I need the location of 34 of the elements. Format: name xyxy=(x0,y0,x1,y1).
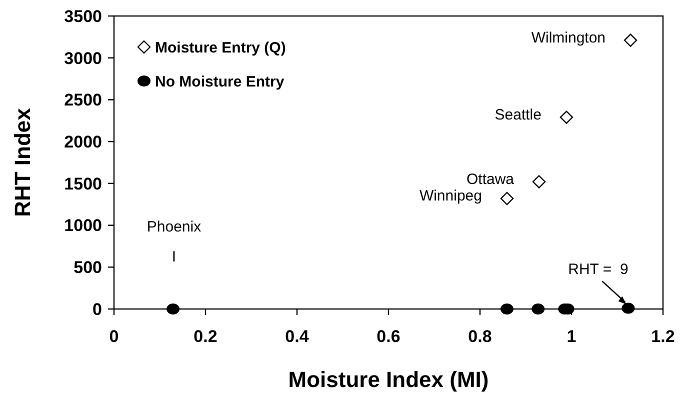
point xyxy=(560,110,574,124)
annotation: Ottawa xyxy=(466,171,515,188)
point xyxy=(166,304,180,314)
point xyxy=(500,192,514,206)
x-tick-label: 0.8 xyxy=(468,327,492,346)
annotation: RHT = 9 xyxy=(568,261,628,278)
point xyxy=(622,302,635,314)
point xyxy=(532,175,546,188)
annotation: Seattle xyxy=(494,106,542,124)
annotation: Winnipeg xyxy=(419,188,482,205)
point xyxy=(624,34,638,47)
point xyxy=(532,304,545,314)
x-tick-label: 1.2 xyxy=(651,327,675,346)
y-tick-label: 3000 xyxy=(64,48,102,68)
annotation: Phoenix xyxy=(146,218,202,236)
x-tick-label: 1 xyxy=(566,327,576,346)
y-tick-label: 2500 xyxy=(64,90,102,110)
annotation: Wilmington xyxy=(531,30,606,47)
x-tick-label: 0.6 xyxy=(376,327,400,346)
y-tick-label: 2000 xyxy=(64,132,102,152)
y-tick-label: 3500 xyxy=(64,6,102,26)
legend-label: Moisture Entry (Q) xyxy=(155,39,286,56)
legend-label: No Moisture Entry xyxy=(155,73,285,90)
y-tick-label: 1500 xyxy=(64,174,102,194)
x-tick-label: 0 xyxy=(109,327,119,346)
y-tick-label: 500 xyxy=(74,258,102,278)
annotation: I xyxy=(172,248,176,266)
y-axis-title: RHT Index xyxy=(10,107,35,217)
y-tick-label: 0 xyxy=(92,300,102,319)
x-axis-title: Moisture Index (MI) xyxy=(288,367,489,392)
x-tick-label: 0.2 xyxy=(194,327,218,346)
x-tick-label: 0.4 xyxy=(285,327,310,346)
point xyxy=(500,304,514,314)
y-tick-label: 1000 xyxy=(64,216,102,236)
